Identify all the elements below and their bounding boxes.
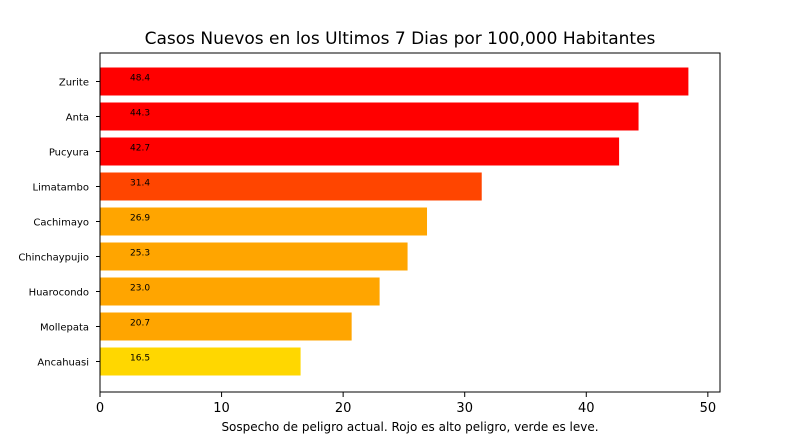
data-labels-layer: 48.4 44.3 42.7 31.4 26.9 25.3 23.0 20.7 16.5 <box>130 74 150 364</box>
y-tick-label-zurite: Zurite <box>59 78 89 89</box>
x-tick-label-20: 20 <box>335 401 352 416</box>
data-label-huarocondo: 23.0 <box>130 284 150 294</box>
data-label-zurite: 48.4 <box>130 74 150 84</box>
x-tick-label-50: 50 <box>700 401 717 416</box>
bar-zurite <box>100 67 689 96</box>
plot-frame <box>99 52 721 393</box>
y-tick-label-anta: Anta <box>66 113 89 124</box>
x-axis-label: Sospecho de peligro actual. Rojo es alto… <box>221 420 598 434</box>
y-tick-label-pucyura: Pucyura <box>49 148 89 159</box>
bar-chinchaypujio <box>100 242 408 271</box>
bar-anta <box>100 102 639 131</box>
bar-huarocondo <box>100 277 380 306</box>
y-tick-label-cachimayo: Cachimayo <box>33 218 89 229</box>
bar-cachimayo <box>100 207 428 236</box>
data-label-anta: 44.3 <box>130 109 150 119</box>
data-label-chinchaypujio: 25.3 <box>130 249 150 259</box>
x-tick-label-40: 40 <box>578 401 595 416</box>
data-label-mollepata: 20.7 <box>130 319 150 329</box>
y-axis: Zurite Anta Pucyura Limatambo Cachimayo Chinc… <box>18 78 100 369</box>
bar-pucyura <box>100 137 620 166</box>
bar-ancahuasi <box>100 347 301 376</box>
x-tick-label-10: 10 <box>213 401 230 416</box>
bar-mollepata <box>100 312 352 341</box>
x-tick-label-0: 0 <box>96 401 104 416</box>
chart-title: Casos Nuevos en los Ultimos 7 Dias por 1… <box>145 29 656 49</box>
y-tick-label-mollepata: Mollepata <box>40 323 89 334</box>
bars-layer <box>100 67 689 376</box>
bar-limatambo <box>100 172 482 201</box>
data-label-ancahuasi: 16.5 <box>130 354 150 364</box>
data-label-pucyura: 42.7 <box>130 144 150 154</box>
data-label-cachimayo: 26.9 <box>130 214 150 224</box>
y-tick-label-limatambo: Limatambo <box>33 183 89 194</box>
x-axis: 0 10 20 30 40 50 <box>96 392 716 416</box>
y-tick-label-chinchaypujio: Chinchaypujio <box>18 253 89 264</box>
x-tick-label-30: 30 <box>456 401 473 416</box>
y-tick-label-ancahuasi: Ancahuasi <box>37 358 89 369</box>
data-label-limatambo: 31.4 <box>130 179 150 189</box>
y-tick-label-huarocondo: Huarocondo <box>29 288 89 299</box>
